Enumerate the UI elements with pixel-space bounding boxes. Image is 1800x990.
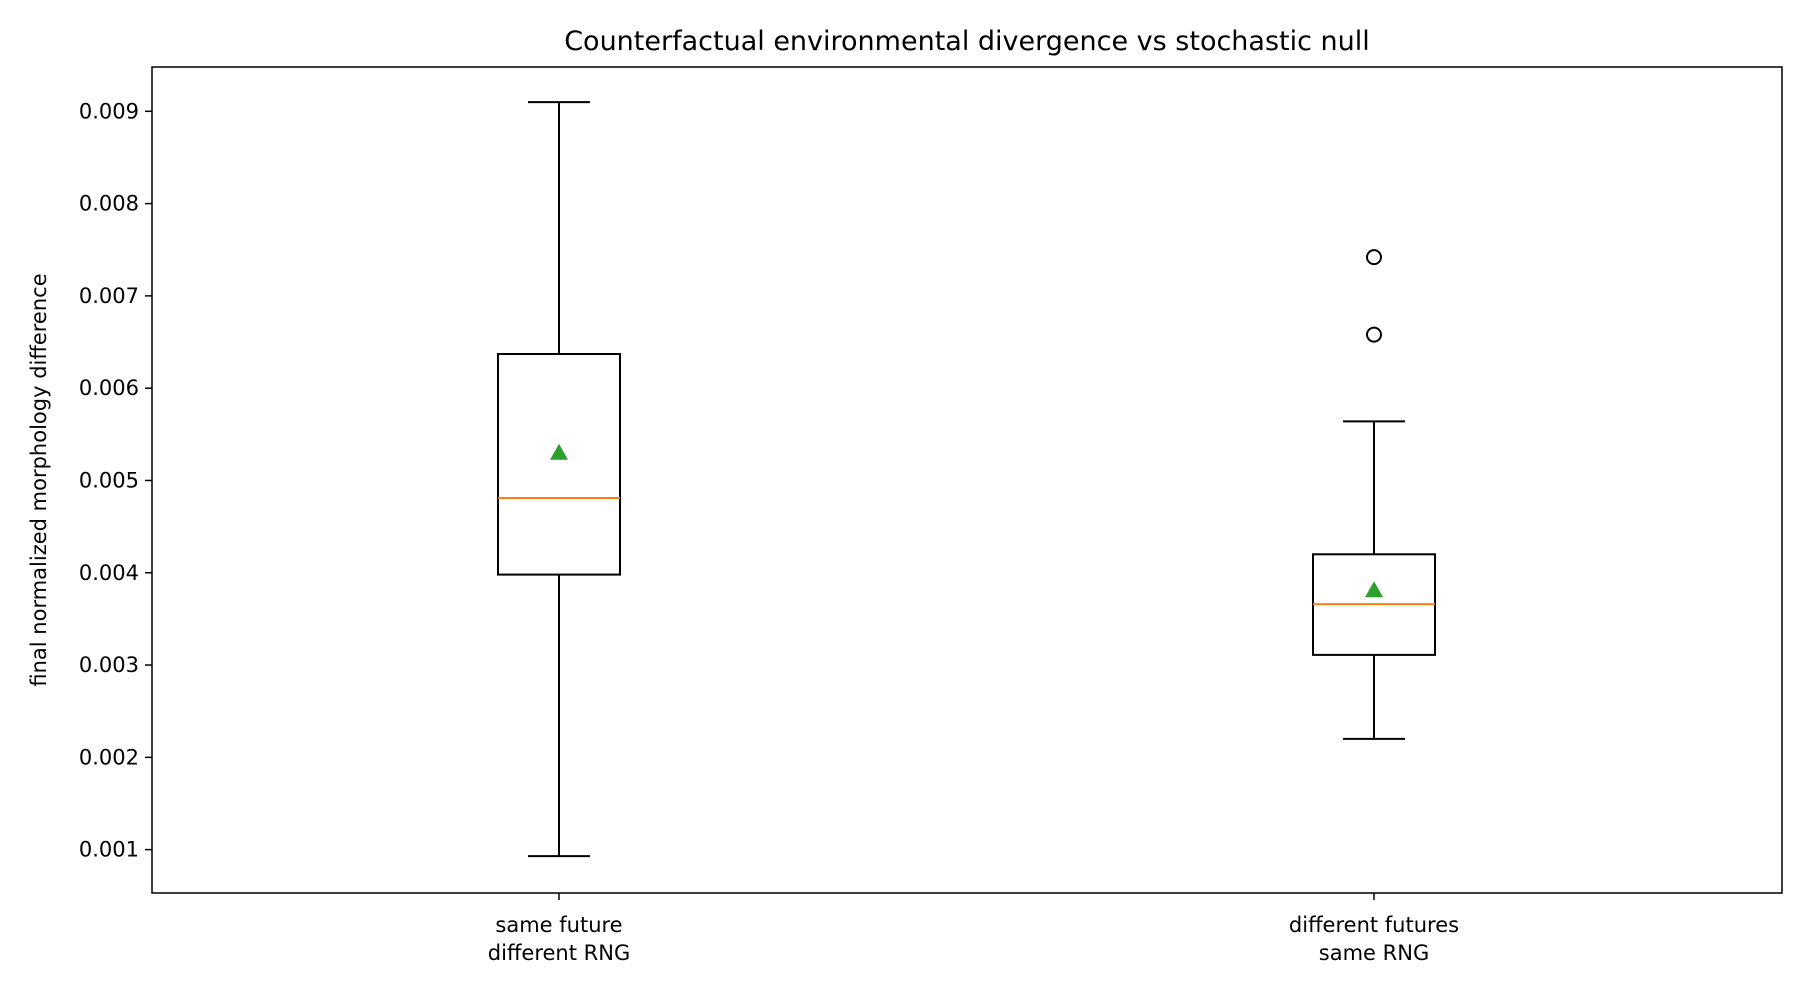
x-tick-label: same future [495, 913, 622, 937]
y-tick-label: 0.004 [79, 561, 139, 585]
mean-marker [550, 443, 568, 460]
y-tick-label: 0.009 [79, 99, 139, 123]
y-axis-label: final normalized morphology difference [27, 273, 51, 686]
y-axis: 0.001 0.002 0.003 0.004 0.005 0.006 0.007 0.008… [79, 99, 152, 862]
outlier-point [1366, 249, 1382, 266]
iqr-box [497, 353, 621, 576]
y-tick-label: 0.003 [79, 653, 139, 677]
x-axis: same future different RNG different future… [488, 893, 1459, 965]
box-plots [497, 101, 1436, 858]
x-tick-label: different futures [1289, 913, 1459, 937]
y-tick-label: 0.006 [79, 376, 139, 400]
y-tick-label: 0.001 [79, 838, 139, 862]
outlier-point [1366, 326, 1382, 343]
x-tick-label: different RNG [488, 941, 630, 965]
y-tick-label: 0.008 [79, 192, 139, 216]
mean-marker [1365, 581, 1383, 598]
plot-area [151, 66, 1783, 894]
y-tick-label: 0.005 [79, 468, 139, 492]
y-tick-label: 0.007 [79, 284, 139, 308]
x-tick-label: same RNG [1319, 941, 1429, 965]
chart-title: Counterfactual environmental divergence … [564, 26, 1370, 57]
y-tick-label: 0.002 [79, 745, 139, 769]
